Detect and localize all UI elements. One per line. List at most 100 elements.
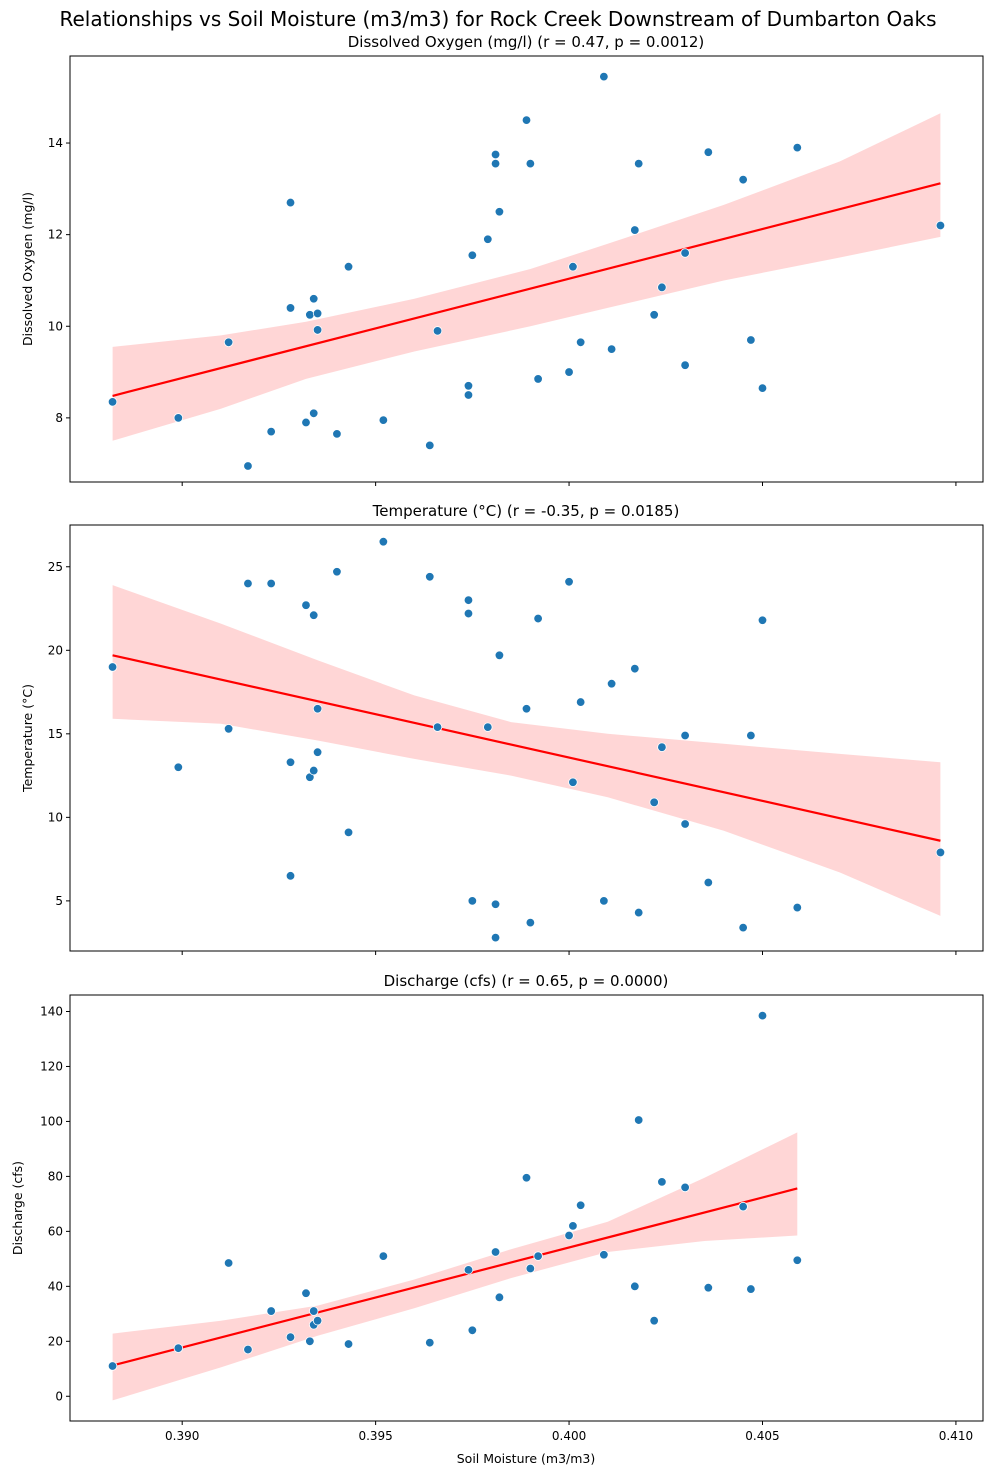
data-point	[649, 1315, 659, 1326]
data-point	[483, 234, 493, 244]
data-point	[305, 1336, 315, 1346]
x-tick-label: 0.400	[552, 1429, 586, 1443]
data-point	[792, 142, 803, 153]
y-axis-label: Temperature (°C)	[20, 684, 35, 793]
data-point	[173, 413, 184, 423]
data-point	[309, 294, 319, 304]
data-point	[266, 578, 276, 589]
data-point	[633, 907, 644, 918]
data-point	[490, 149, 501, 160]
points-layer	[107, 537, 946, 943]
data-point	[792, 1255, 803, 1265]
data-point	[285, 197, 296, 208]
y-tick-label: 5	[55, 894, 63, 908]
data-point	[568, 1221, 578, 1231]
points-layer	[107, 71, 946, 471]
data-point	[107, 397, 118, 407]
data-point	[312, 747, 323, 757]
data-point	[266, 426, 276, 437]
x-tick-label: 0.390	[165, 1429, 199, 1443]
data-point	[425, 1337, 435, 1348]
data-point	[285, 1332, 296, 1342]
data-point	[575, 1200, 586, 1210]
data-point	[378, 537, 389, 547]
data-point	[494, 1292, 505, 1303]
data-point	[630, 225, 640, 235]
y-tick-label: 20	[48, 1334, 63, 1348]
x-tick-label: 0.395	[358, 1429, 392, 1443]
data-point	[738, 922, 748, 933]
data-point	[305, 310, 315, 320]
regression-line	[112, 654, 941, 842]
data-point	[312, 1315, 323, 1326]
data-point	[738, 1201, 748, 1212]
data-point	[432, 722, 443, 732]
data-point	[564, 1230, 574, 1241]
data-point	[633, 1115, 644, 1125]
data-point	[746, 730, 756, 741]
data-point	[463, 595, 474, 605]
x-tick-label: 0.405	[745, 1429, 779, 1443]
data-point	[285, 303, 296, 313]
data-point	[792, 902, 803, 913]
data-point	[564, 577, 574, 587]
y-tick-label: 15	[48, 727, 63, 741]
data-point	[564, 367, 574, 377]
data-point	[223, 724, 234, 734]
data-point	[630, 1281, 640, 1292]
data-point	[243, 578, 253, 589]
y-tick-label: 120	[40, 1059, 63, 1073]
data-point	[312, 308, 323, 319]
data-point	[107, 662, 118, 672]
data-point	[467, 896, 478, 906]
chart-title: Relationships vs Soil Moisture (m3/m3) f…	[59, 7, 936, 31]
data-point	[533, 1251, 543, 1261]
data-point	[378, 415, 389, 425]
confidence-band	[112, 1132, 798, 1401]
confidence-band	[112, 585, 941, 916]
x-ticks: 0.390 0.395 0.400 0.405 0.410	[165, 1421, 973, 1443]
band-layer	[112, 585, 941, 916]
panel-discharge: Discharge (cfs) (r = 0.65, p = 0.0000) D…	[10, 972, 984, 1443]
y-tick-label: 100	[40, 1114, 63, 1128]
data-point	[680, 819, 690, 829]
plot-frame	[69, 524, 984, 952]
data-point	[378, 1251, 389, 1261]
data-point	[343, 827, 354, 838]
data-point	[757, 1010, 768, 1021]
data-point	[606, 344, 617, 354]
data-point	[243, 461, 253, 471]
y-axis-label: Dissolved Oxygen (mg/l)	[20, 192, 35, 346]
panel-title: Dissolved Oxygen (mg/l) (r = 0.47, p = 0…	[348, 33, 705, 51]
data-point	[935, 220, 946, 231]
data-point	[680, 1182, 690, 1193]
data-point	[568, 777, 578, 787]
x-tick-label: 0.410	[939, 1429, 973, 1443]
data-point	[746, 335, 756, 345]
panel-title: Discharge (cfs) (r = 0.65, p = 0.0000)	[384, 972, 669, 990]
data-point	[525, 917, 536, 928]
data-point	[494, 650, 505, 661]
data-point	[521, 704, 532, 714]
data-point	[490, 158, 501, 169]
data-point	[599, 896, 609, 906]
y-ticks: 5 10 15 20 25	[48, 560, 70, 908]
data-point	[309, 610, 319, 620]
data-point	[425, 572, 435, 582]
x-ticks	[181, 482, 957, 486]
data-point	[680, 248, 690, 258]
data-point	[266, 1306, 276, 1316]
data-point	[301, 600, 311, 610]
data-point	[649, 310, 659, 320]
y-tick-label: 40	[48, 1279, 63, 1293]
data-point	[575, 697, 586, 707]
data-point	[630, 663, 640, 674]
data-point	[301, 417, 311, 428]
data-point	[173, 762, 184, 772]
data-point	[494, 207, 505, 217]
y-tick-label: 10	[48, 319, 63, 333]
data-point	[173, 1343, 184, 1353]
plot-frame	[69, 55, 984, 483]
data-point	[657, 742, 667, 752]
data-point	[312, 325, 323, 335]
